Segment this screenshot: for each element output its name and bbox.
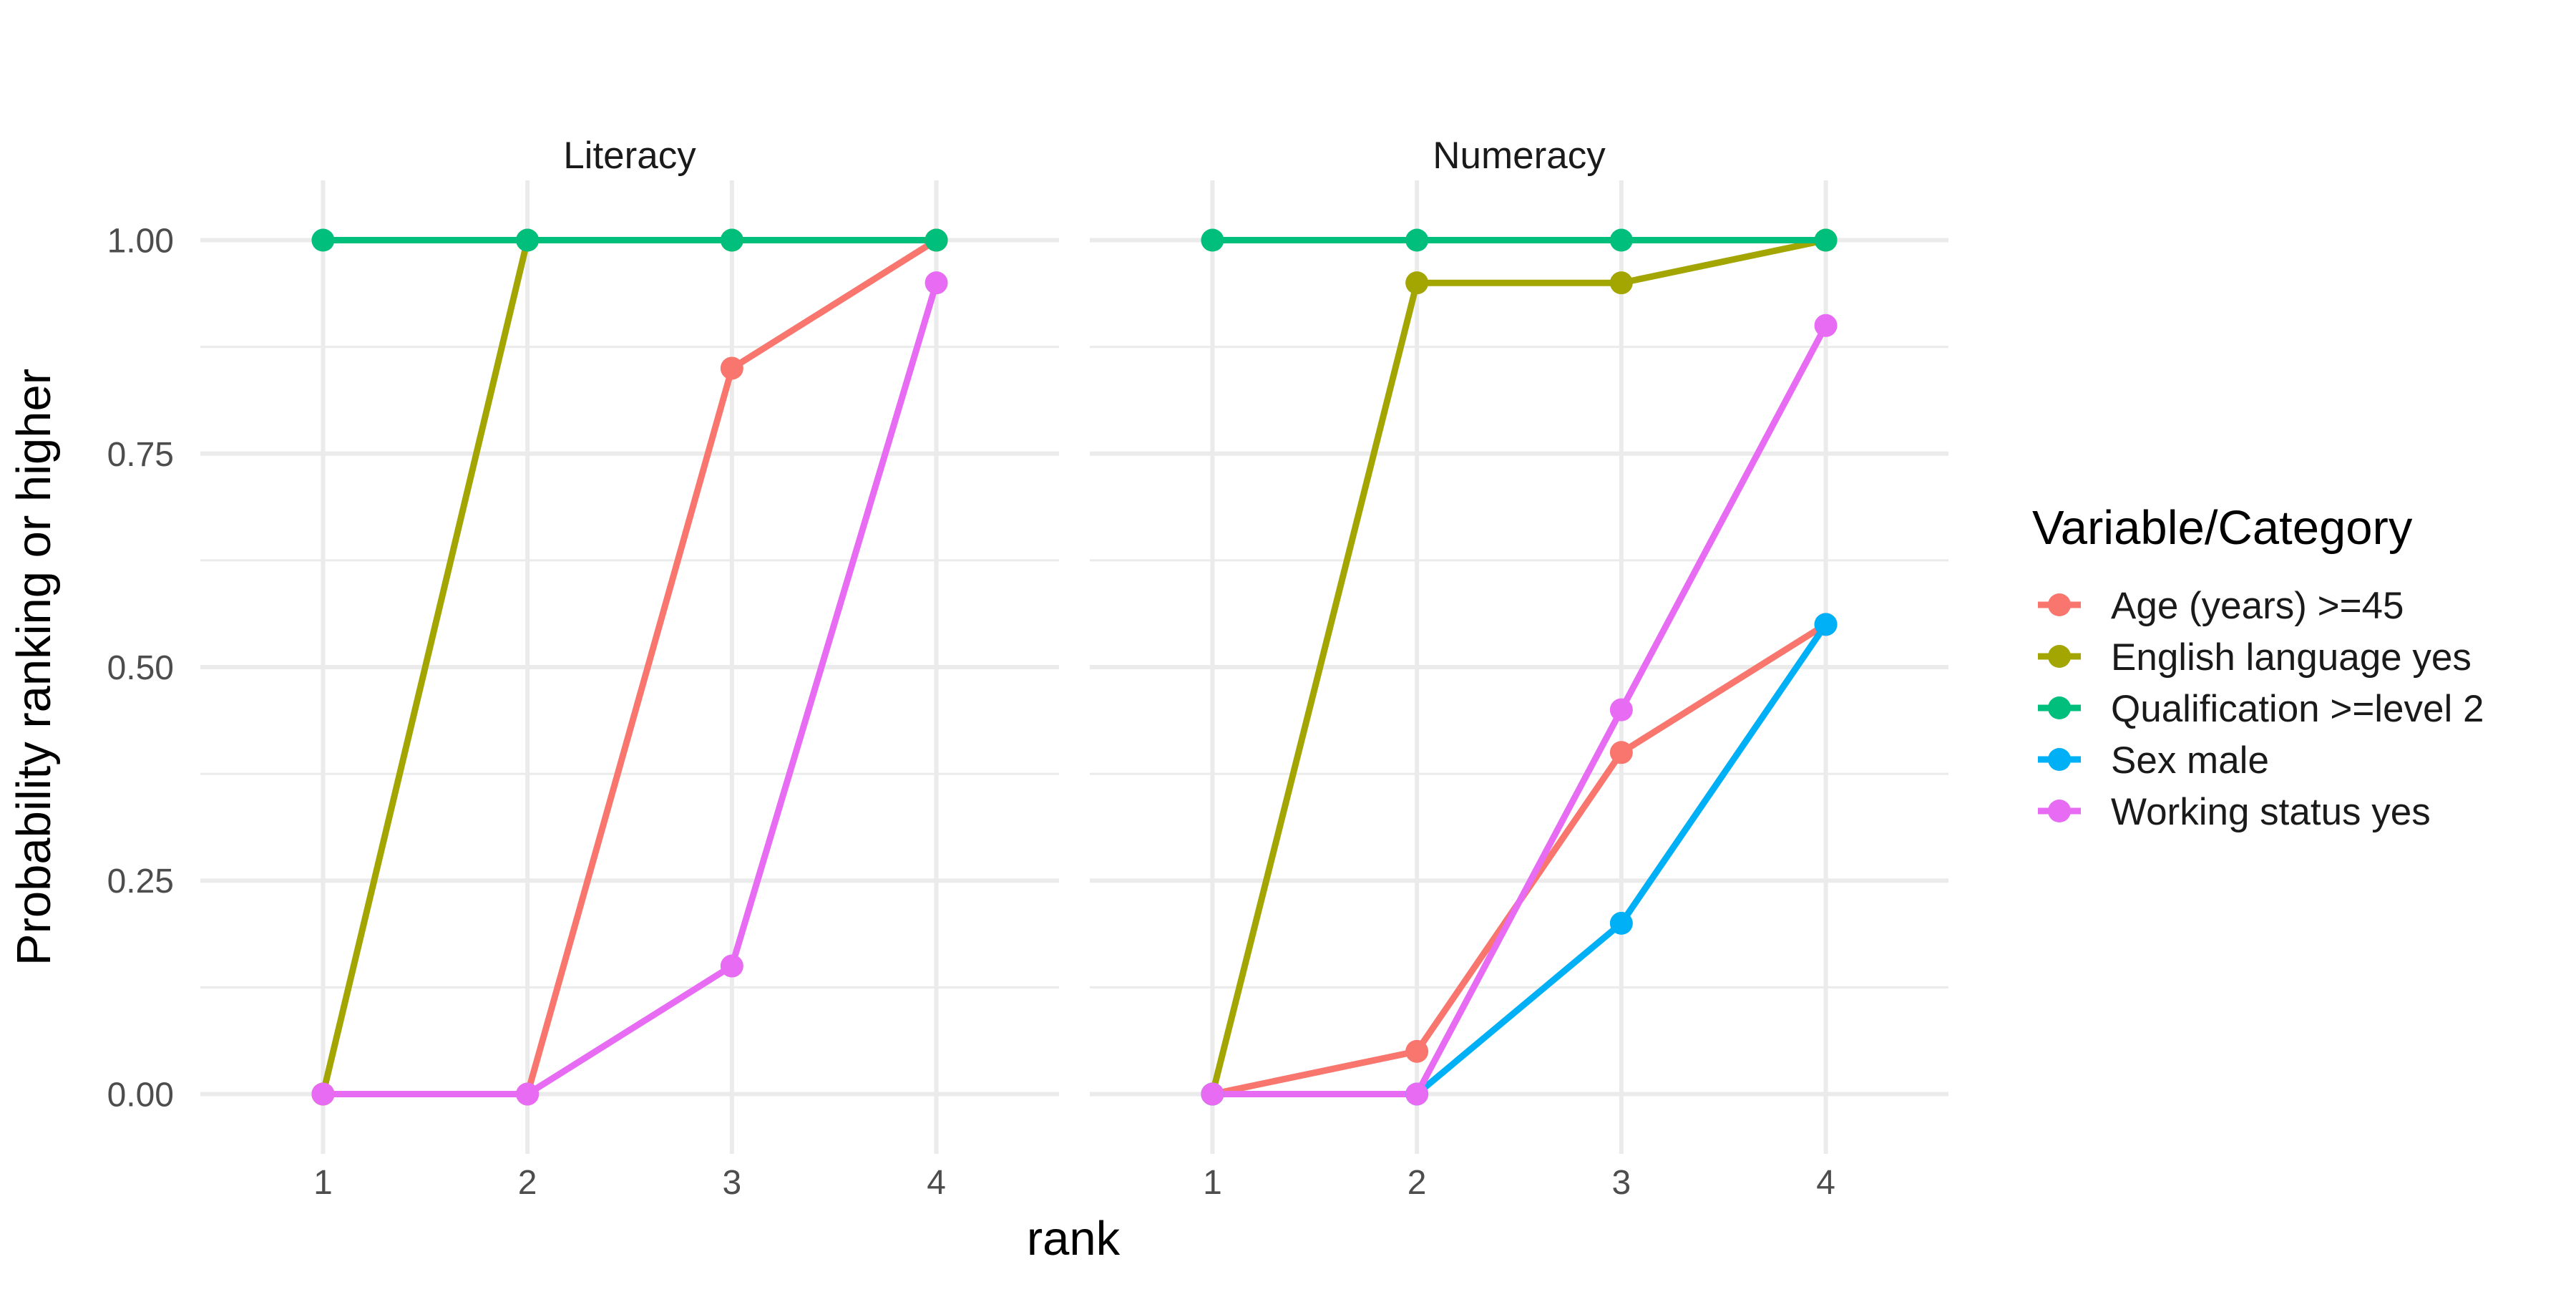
legend-entry-qualification-level-2: Qualification >=level 2 — [2038, 688, 2484, 730]
series-line-sex-male — [1212, 622, 1829, 1097]
data-point-working-status-yes — [1405, 1082, 1429, 1106]
data-point-working-status-yes — [924, 271, 948, 295]
data-point-sex-male — [1814, 613, 1838, 636]
data-point-qualification-level-2 — [1814, 228, 1838, 252]
data-point-qualification-level-2 — [1201, 228, 1224, 252]
legend-title: Variable/Category — [2032, 501, 2413, 555]
legend-key-point — [2048, 800, 2071, 822]
x-tick-label: 4 — [1816, 1164, 1835, 1202]
legend-key-point — [2048, 696, 2071, 719]
data-point-working-status-yes — [311, 1082, 335, 1106]
x-tick-label: 4 — [927, 1164, 946, 1202]
data-point-working-status-yes — [516, 1082, 540, 1106]
legend-key-point — [2048, 593, 2071, 616]
data-point-working-status-yes — [720, 954, 743, 978]
legend-entry-sex-male: Sex male — [2038, 739, 2269, 782]
data-point-working-status-yes — [1201, 1082, 1224, 1106]
y-tick-label: 1.00 — [107, 223, 174, 261]
legend-entry-english-language-yes: English language yes — [2038, 636, 2472, 679]
legend-key-point — [2048, 645, 2071, 668]
x-tick-label: 2 — [1407, 1164, 1427, 1202]
legend-label: Working status yes — [2111, 791, 2431, 833]
legend-label: Sex male — [2111, 739, 2269, 782]
x-tick-label: 1 — [1203, 1164, 1222, 1202]
panel-numeracy: Numeracy 1 2 3 4 — [1090, 135, 1948, 1202]
legend-entry-working-status-yes: Working status yes — [2038, 791, 2431, 833]
data-point-working-status-yes — [1814, 314, 1838, 337]
series-line-age-years-45 — [1211, 621, 1828, 1097]
data-point-qualification-level-2 — [311, 228, 335, 252]
legend-key-point — [2048, 748, 2071, 771]
legend-label: Qualification >=level 2 — [2111, 688, 2484, 730]
x-tick-label: 1 — [313, 1164, 333, 1202]
legend-label: Age (years) >=45 — [2111, 585, 2404, 627]
y-tick-label: 0.25 — [107, 863, 174, 900]
x-tick-label: 3 — [723, 1164, 742, 1202]
legend-label: English language yes — [2111, 636, 2472, 679]
data-point-age-years-45 — [1405, 1039, 1429, 1063]
series-line-working-status-yes — [1212, 324, 1829, 1097]
data-point-working-status-yes — [1609, 698, 1633, 722]
y-tick-label: 0.75 — [107, 436, 174, 474]
panels-layer: Literacy 1 2 3 4 0.00 0.25 0.50 0.75 1.00 Numeracy… — [107, 135, 1948, 1202]
facet-title: Numeracy — [1433, 135, 1606, 177]
legend-entry-age-years-45: Age (years) >=45 — [2038, 585, 2404, 627]
facet-title: Literacy — [563, 135, 696, 177]
y-tick-label: 0.50 — [107, 649, 174, 687]
data-point-english-language-yes — [1609, 271, 1633, 295]
x-tick-label: 3 — [1612, 1164, 1631, 1202]
panel-literacy: Literacy 1 2 3 4 0.00 0.25 0.50 0.75 1.00 — [107, 135, 1059, 1202]
series-line-english-language-yes — [1209, 237, 1827, 1095]
data-point-qualification-level-2 — [1405, 228, 1429, 252]
data-point-sex-male — [1609, 911, 1633, 935]
data-point-age-years-45 — [1609, 741, 1633, 764]
y-axis-title: Probability ranking or higher — [7, 369, 61, 966]
data-point-age-years-45 — [720, 356, 743, 380]
x-tick-label: 2 — [518, 1164, 537, 1202]
y-tick-label: 0.00 — [107, 1076, 174, 1114]
data-point-qualification-level-2 — [1609, 228, 1633, 252]
legend: Variable/Category Age (years) >=45 Englis… — [2032, 501, 2484, 833]
data-point-qualification-level-2 — [720, 228, 743, 252]
series-line-working-status-yes — [323, 281, 940, 1097]
data-point-qualification-level-2 — [924, 228, 948, 252]
data-point-english-language-yes — [1405, 271, 1429, 295]
x-axis-title: rank — [1027, 1212, 1121, 1266]
data-point-qualification-level-2 — [516, 228, 540, 252]
